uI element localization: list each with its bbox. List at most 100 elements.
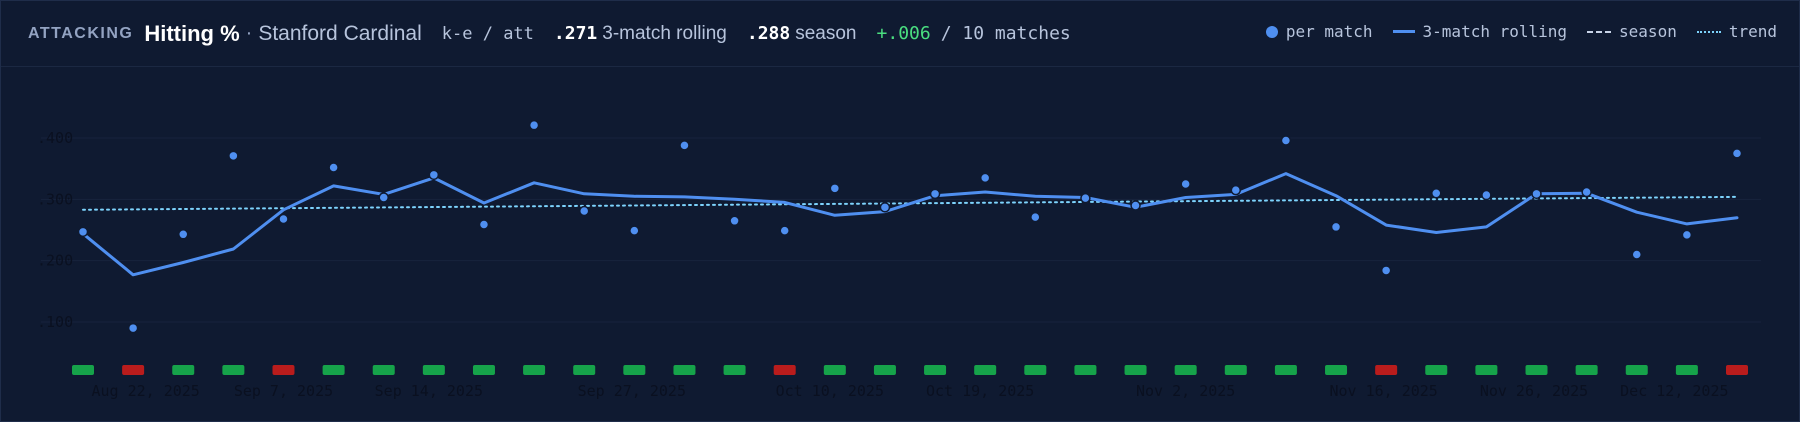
match-point (177, 229, 189, 240)
match-point (879, 202, 891, 213)
result-win-marker (1074, 365, 1097, 375)
chart-header: ATTACKING Hitting % · Stanford Cardinal … (1, 1, 1799, 67)
result-win-marker (1325, 365, 1348, 375)
match-point (1230, 184, 1242, 196)
y-tick-label: .100 (37, 313, 73, 331)
result-win-marker (322, 365, 345, 375)
result-win-marker (1124, 365, 1147, 375)
result-win-marker (222, 365, 245, 375)
season-label: season (795, 22, 857, 44)
result-win-marker (1525, 365, 1548, 375)
result-win-marker (1575, 365, 1598, 375)
match-point (1681, 229, 1693, 241)
legend-label-per-match: per match (1285, 22, 1373, 41)
y-tick-label: .400 (37, 129, 73, 147)
x-tick-label: Sep 7, 2025 (234, 382, 333, 400)
result-loss-marker (1375, 365, 1398, 375)
legend-label-trend: trend (1728, 22, 1777, 41)
legend-solid-line-icon (1392, 30, 1415, 33)
result-win-marker (72, 365, 94, 375)
match-point (1080, 192, 1091, 204)
result-win-marker (472, 365, 495, 375)
result-win-marker (823, 365, 846, 375)
rolling-value: .271 (553, 23, 598, 44)
match-point (578, 205, 590, 217)
match-point (1531, 188, 1542, 200)
match-point (328, 162, 339, 173)
match-point (378, 192, 389, 203)
result-loss-marker (1726, 365, 1748, 375)
match-point (1380, 265, 1392, 276)
match-point (979, 172, 991, 184)
match-point (428, 169, 440, 181)
result-win-marker (422, 365, 445, 375)
x-tick-label: Aug 22, 2025 (91, 382, 199, 400)
match-point (1030, 211, 1041, 223)
x-tick-label: Oct 10, 2025 (776, 382, 884, 400)
match-point (629, 225, 640, 236)
result-loss-marker (773, 365, 796, 375)
match-point (1481, 189, 1492, 201)
result-win-marker (1274, 365, 1297, 375)
match-point (77, 226, 89, 238)
title-separator: · (245, 22, 253, 44)
x-tick-label: Dec 12, 2025 (1620, 382, 1728, 400)
x-tick-label: Nov 26, 2025 (1480, 382, 1588, 400)
x-tick-label: Sep 27, 2025 (578, 382, 686, 400)
result-win-marker (1224, 365, 1247, 375)
match-point (1731, 148, 1743, 159)
result-win-marker (1475, 365, 1498, 375)
match-point (1180, 178, 1191, 190)
match-point (779, 225, 790, 236)
result-loss-marker (122, 365, 145, 375)
legend-item-rolling: 3-match rolling (1392, 22, 1568, 41)
result-win-marker (1625, 365, 1648, 375)
chart-plot-area: .100 .200 .300 .400 Aug 22, 2025 Sep 7, 2025 S… (37, 119, 1761, 400)
match-point (1581, 186, 1592, 198)
chart-legend: per match 3-match rolling season trend (1246, 22, 1777, 41)
legend-dotted-line-icon (1696, 30, 1721, 33)
x-tick-label: Oct 19, 2025 (926, 382, 1034, 400)
team-name: Stanford Cardinal (258, 21, 422, 45)
match-point (278, 213, 289, 225)
result-win-marker (372, 365, 395, 375)
result-win-marker (1174, 365, 1197, 375)
formula-label: k-e / att (441, 23, 534, 44)
match-point (127, 322, 139, 334)
result-loss-marker (272, 365, 295, 375)
x-tick-label: Nov 2, 2025 (1136, 382, 1235, 400)
result-win-marker (523, 365, 546, 375)
result-win-marker (1675, 365, 1698, 375)
match-point (528, 119, 540, 131)
match-point (478, 219, 490, 230)
match-point (829, 183, 841, 194)
legend-item-season: season (1587, 22, 1677, 41)
result-win-marker (1425, 365, 1448, 375)
result-win-marker (873, 365, 896, 375)
result-win-marker (974, 365, 997, 375)
result-win-marker (623, 365, 646, 375)
match-point (1631, 249, 1643, 260)
delta-value: +.006 (876, 23, 931, 44)
x-tick-label: Sep 14, 2025 (375, 382, 483, 400)
legend-item-trend: trend (1696, 22, 1777, 41)
legend-dot-icon (1265, 25, 1278, 38)
season-value: .288 (746, 23, 791, 44)
result-win-marker (924, 365, 947, 375)
chart-title: Hitting % (144, 20, 240, 46)
match-point (1431, 187, 1442, 199)
legend-label-rolling: 3-match rolling (1422, 22, 1568, 41)
legend-label-season: season (1619, 22, 1677, 41)
match-count: / 10 matches (940, 23, 1071, 44)
result-win-marker (673, 365, 696, 375)
section-eyebrow: ATTACKING (28, 24, 134, 42)
result-win-marker (573, 365, 596, 375)
result-win-marker (1024, 365, 1047, 375)
rolling-label: 3-match rolling (602, 22, 727, 44)
match-point (1280, 135, 1292, 146)
y-tick-label: .300 (37, 190, 73, 208)
match-point (679, 140, 690, 151)
rolling-line (81, 172, 1739, 277)
legend-item-per-match: per match (1265, 22, 1373, 41)
